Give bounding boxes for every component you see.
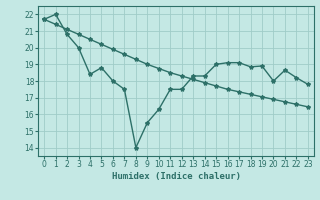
X-axis label: Humidex (Indice chaleur): Humidex (Indice chaleur): [111, 172, 241, 181]
